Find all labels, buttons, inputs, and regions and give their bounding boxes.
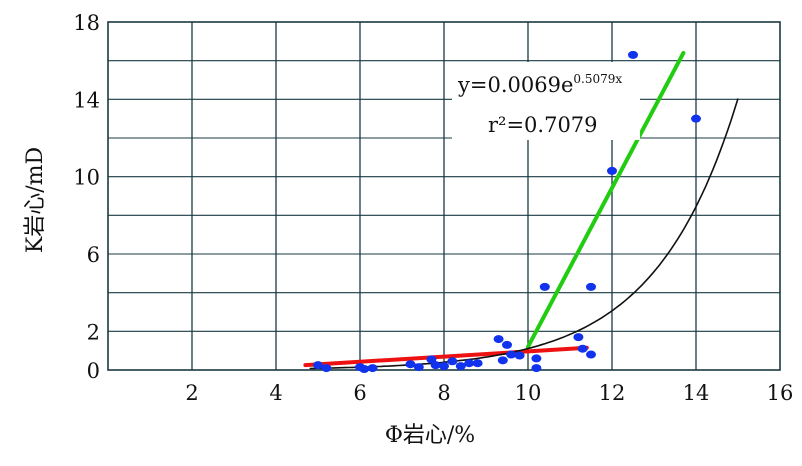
x-tick-label: 14 [683,381,710,405]
data-point [514,351,525,360]
data-point [586,350,596,359]
x-tick-label: 6 [353,381,366,405]
data-point [455,362,466,371]
x-tick-label: 10 [515,381,542,405]
data-point [439,362,449,371]
x-axis-label: Φ岩心/% [385,423,475,448]
x-tick-label: 2 [185,381,198,405]
data-point [628,50,638,59]
data-point [430,361,441,370]
annotation-background [452,62,640,140]
data-point [493,335,504,344]
x-tick-label: 16 [767,381,794,405]
data-point [691,114,701,123]
data-point [531,364,542,373]
trend-line [526,50,686,349]
fit-annotation: y=0.0069e0.5079x r²=0.7079 [452,62,640,140]
data-point [313,361,323,370]
x-tick-label: 8 [437,381,450,405]
y-tick-label: 14 [73,88,100,112]
data-point [573,333,584,342]
data-point [426,355,437,364]
data-point [367,364,378,373]
y-tick-label: 18 [73,11,100,35]
y-tick-label: 10 [73,166,100,190]
data-point [321,364,332,373]
trend-line [303,345,589,368]
data-point [502,340,512,349]
data-point [464,359,475,368]
y-tick-label: 6 [87,243,100,267]
data-point [531,354,542,363]
data-point [607,166,617,175]
data-point [586,282,596,291]
grid-lines [107,21,781,371]
x-tick-label: 12 [599,381,626,405]
fit-equation: y=0.0069e0.5079x [457,72,622,97]
data-point [497,356,508,365]
data-point [359,365,370,374]
y-tick-label: 2 [87,320,100,344]
r-squared-label: r²=0.7079 [488,113,598,137]
y-axis-label: K岩心/mD [23,147,48,253]
data-point [447,357,458,366]
y-tick-label: 0 [87,359,100,383]
data-point [539,282,550,291]
data-series [303,50,739,374]
tick-labels: 2 4 6 8 10 12 14 16 0 2 6 10 14 18 [73,11,793,405]
data-point [405,360,416,369]
data-point [577,344,588,353]
exponential-fit-curve [309,98,739,370]
x-tick-label: 4 [269,381,282,405]
data-point [413,363,424,372]
data-point [506,350,517,359]
data-point [472,359,483,368]
